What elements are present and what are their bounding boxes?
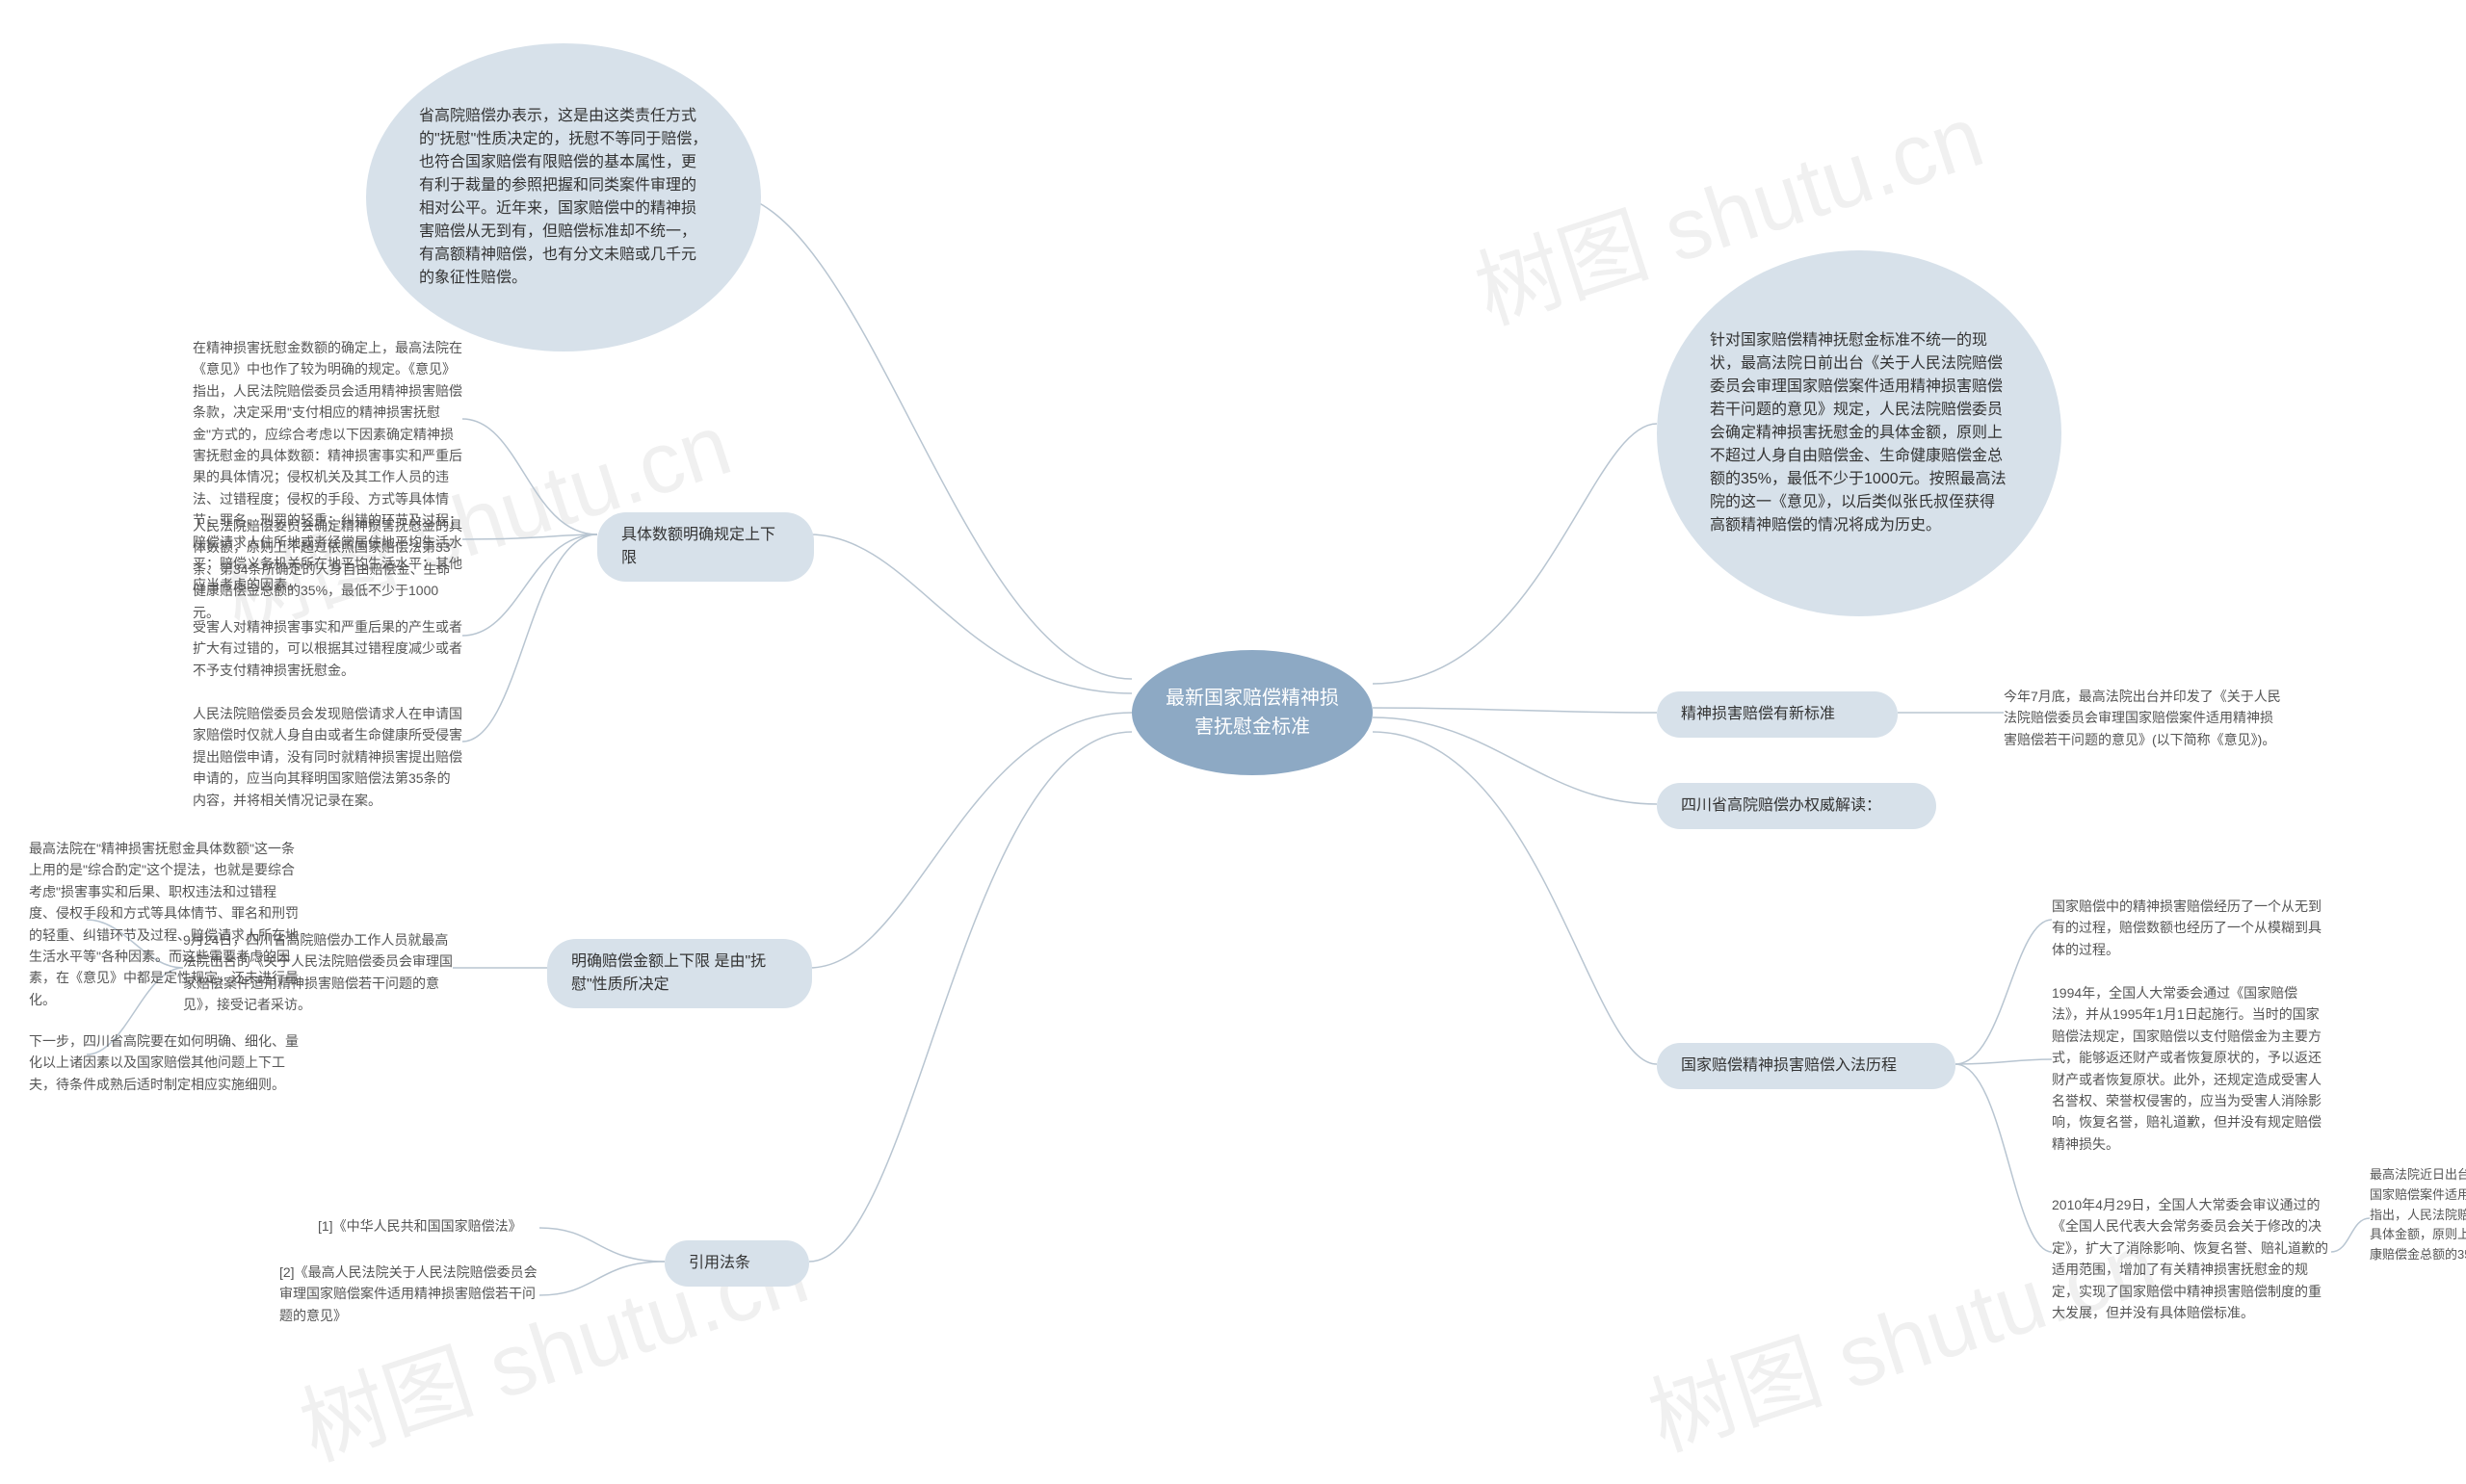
left-b3-leaf1: [1]《中华人民共和国国家赔偿法》: [318, 1215, 539, 1237]
right-b3-leaf1: 国家赔偿中的精神损害赔偿经历了一个从无到有的过程，赔偿数额也经历了一个从模糊到具…: [2052, 896, 2331, 960]
right-intro-text: 针对国家赔偿精神抚慰金标准不统一的现状，最高法院日前出台《关于人民法院赔偿委员会…: [1710, 329, 2008, 537]
right-b3-label: 国家赔偿精神损害赔偿入法历程: [1681, 1054, 1897, 1078]
right-b2: 四川省高院赔偿办权威解读：: [1657, 783, 1936, 829]
right-b3-leaf3: 2010年4月29日，全国人大常委会审议通过的《全国人民代表大会常务委员会关于修…: [2052, 1194, 2331, 1323]
left-b1-leaf4: 人民法院赔偿委员会发现赔偿请求人在申请国家赔偿时仅就人身自由或者生命健康所受侵害…: [193, 703, 462, 811]
center-label: 最新国家赔偿精神损害抚慰金标准: [1161, 684, 1344, 742]
right-b2-label: 四川省高院赔偿办权威解读：: [1681, 794, 1881, 818]
left-intro-oval: 省高院赔偿办表示，这是由这类责任方式的"抚慰"性质决定的，抚慰不等同于赔偿，也符…: [366, 43, 761, 351]
left-b2: 明确赔偿金额上下限 是由"抚慰"性质所决定: [547, 939, 812, 1008]
right-b3: 国家赔偿精神损害赔偿入法历程: [1657, 1043, 1955, 1089]
right-b3-leaf3b: 最高法院近日出台《关于人民法院赔偿委员会审理国家赔偿案件适用精神损害赔偿若干问题…: [2370, 1165, 2466, 1265]
left-b1-leaf2: 人民法院赔偿委员会确定精神损害抚慰金的具体数额，原则上不超过依照国家赔偿法第33…: [193, 515, 462, 623]
right-b1-leaf: 今年7月底，最高法院出台并印发了《关于人民法院赔偿委员会审理国家赔偿案件适用精神…: [2004, 686, 2283, 750]
center-node: 最新国家赔偿精神损害抚慰金标准: [1132, 650, 1373, 775]
left-b1-leaf3: 受害人对精神损害事实和严重后果的产生或者扩大有过错的，可以根据其过错程度减少或者…: [193, 616, 462, 681]
right-b1: 精神损害赔偿有新标准: [1657, 691, 1898, 738]
left-intro-text: 省高院赔偿办表示，这是由这类责任方式的"抚慰"性质决定的，抚慰不等同于赔偿，也符…: [419, 105, 708, 290]
right-b3-leaf2: 1994年，全国人大常委会通过《国家赔偿法》，并从1995年1月1日起施行。当时…: [2052, 982, 2331, 1155]
left-b2-leaf1: 最高法院在"精神损害抚慰金具体数额"这一条上用的是"综合酌定"这个提法，也就是要…: [29, 838, 299, 1010]
right-b1-label: 精神损害赔偿有新标准: [1681, 703, 1835, 726]
left-b3-label: 引用法条: [689, 1252, 750, 1275]
left-b2-label: 明确赔偿金额上下限 是由"抚慰"性质所决定: [571, 950, 788, 997]
left-b2-leaf2: 下一步，四川省高院要在如何明确、细化、量化以上诸因素以及国家赔偿其他问题上下工夫…: [29, 1030, 299, 1095]
left-b3: 引用法条: [665, 1240, 809, 1287]
left-b1: 具体数额明确规定上下限: [597, 512, 814, 582]
left-b1-label: 具体数额明确规定上下限: [621, 524, 790, 570]
left-b3-leaf2: [2]《最高人民法院关于人民法院赔偿委员会审理国家赔偿案件适用精神损害赔偿若干问…: [279, 1262, 539, 1326]
right-intro-oval: 针对国家赔偿精神抚慰金标准不统一的现状，最高法院日前出台《关于人民法院赔偿委员会…: [1657, 250, 2061, 616]
